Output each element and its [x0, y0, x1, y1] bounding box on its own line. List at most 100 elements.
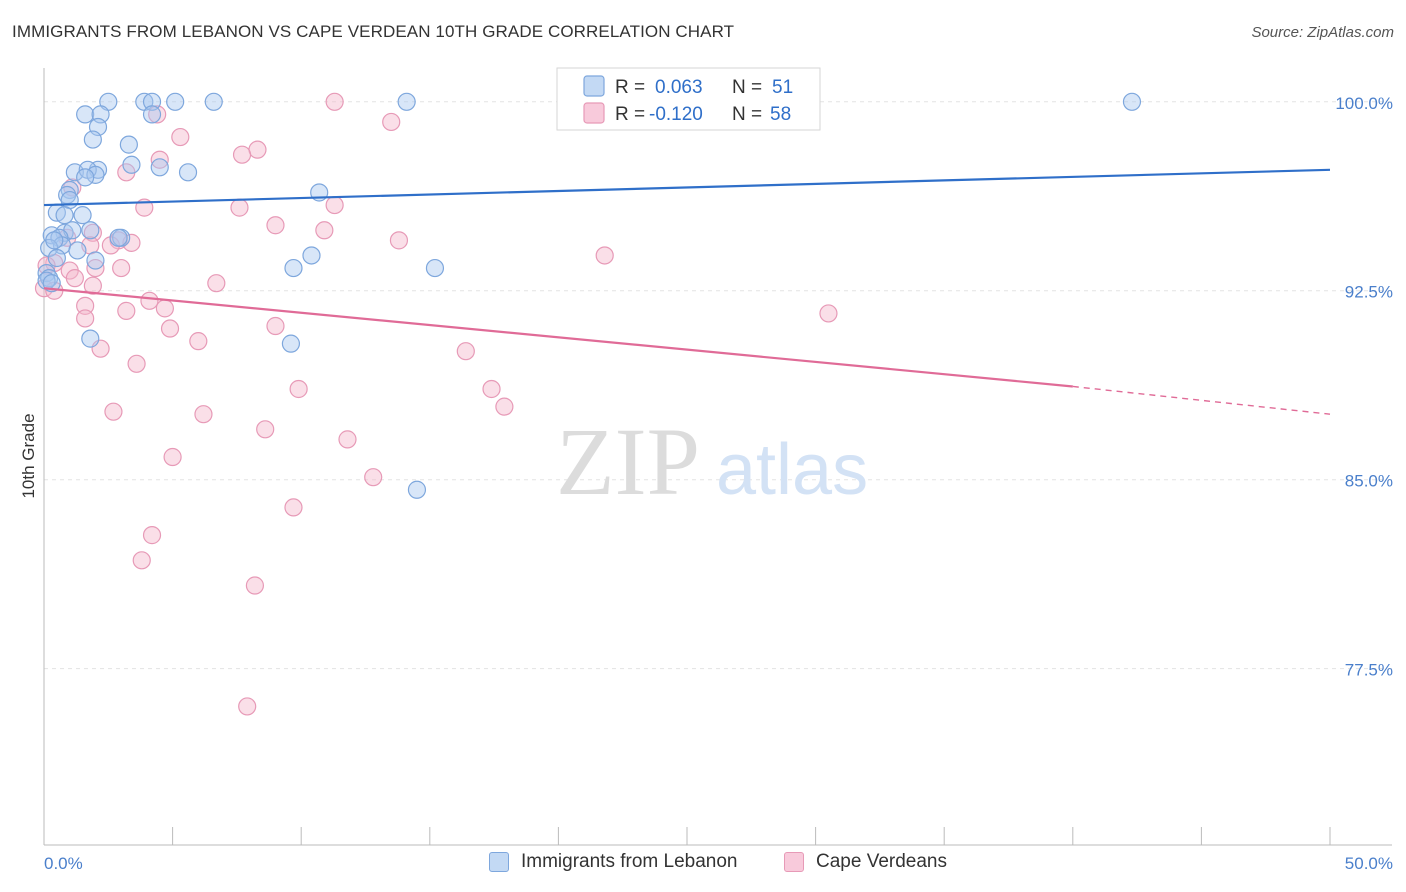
cape-verdean-point [207, 274, 226, 293]
cape-verdean-point [284, 498, 303, 517]
cape-verdean-point [140, 291, 159, 310]
lebanon-points [37, 92, 1142, 499]
legend-swatch-pink [784, 852, 804, 872]
cape-verdean-point [389, 231, 409, 250]
legend-swatch-lebanon [583, 75, 605, 97]
cape-verdean-point [163, 447, 182, 467]
lebanon-point [45, 231, 64, 250]
lebanon-point [281, 334, 301, 353]
lebanon-point [83, 130, 102, 149]
lebanon-point [55, 206, 74, 225]
lebanon-point [68, 241, 87, 260]
cape-verdean-point [117, 301, 136, 320]
cape-verdean-trend-extension [1072, 385, 1331, 415]
x-tick-label-max: 50.0% [1345, 854, 1393, 873]
cape-verdean-point [256, 420, 275, 439]
cape-verdean-point [482, 379, 501, 399]
lebanon-point [60, 180, 79, 200]
lebanon-point [42, 274, 61, 293]
cape-verdean-point [248, 140, 267, 159]
lebanon-point [60, 190, 79, 210]
y-tick-label: 100.0% [1335, 94, 1393, 113]
legend-r-label-2: R = [615, 104, 645, 125]
legend-n-value-1: 51 [772, 77, 793, 98]
lebanon-point [150, 158, 169, 177]
cape-verdean-point [325, 92, 344, 111]
legend-r-label-1: R = [615, 77, 645, 98]
cape-verdean-point [230, 198, 249, 217]
lebanon-point [119, 135, 138, 154]
cape-verdean-point [289, 379, 308, 399]
legend-swatch-blue [489, 852, 509, 872]
lebanon-point [397, 92, 416, 111]
legend-box: R = 0.063 N = 51 R = -0.120 N = 58 [556, 67, 821, 131]
cape-verdean-point [171, 127, 190, 147]
watermark-zip: ZIP [556, 408, 700, 515]
cape-verdean-point [155, 299, 174, 318]
cape-verdean-point [112, 258, 131, 278]
cape-verdean-point [266, 316, 285, 336]
legend-n-label-1: N = [732, 77, 762, 98]
lebanon-point [204, 92, 223, 111]
cape-verdean-point [238, 697, 257, 716]
y-axis-label: 10th Grade [19, 413, 38, 498]
lebanon-point [81, 221, 100, 240]
cape-verdean-point [364, 468, 383, 487]
lebanon-point [76, 105, 95, 124]
lebanon-point [73, 206, 92, 225]
cape-verdean-point [83, 276, 102, 295]
cape-verdean-point [495, 397, 514, 416]
cape-verdean-point [232, 145, 252, 164]
lebanon-point [76, 168, 95, 187]
cape-verdean-point [325, 195, 344, 215]
lebanon-point [178, 163, 198, 182]
cape-verdean-point [76, 309, 95, 328]
cape-verdean-point [142, 526, 162, 545]
cape-verdean-point [132, 551, 151, 570]
x-tick-labels: 0.0% 50.0% [44, 854, 1393, 873]
cape-verdean-point [160, 319, 180, 338]
cape-verdean-point [245, 576, 265, 595]
legend-n-label-2: N = [732, 104, 762, 125]
lebanon-point [166, 92, 185, 111]
cape-verdean-point [189, 332, 208, 351]
cape-verdean-point [194, 405, 213, 424]
legend-item-cape-verdeans[interactable]: Cape Verdeans [784, 851, 947, 873]
lebanon-point [142, 105, 162, 124]
bottom-legend: Immigrants from Lebanon Cape Verdeans [0, 851, 1406, 879]
chart-title: IMMIGRANTS FROM LEBANON VS CAPE VERDEAN … [12, 22, 735, 41]
cape-verdean-point [150, 150, 169, 169]
watermark-atlas: atlas [716, 430, 868, 510]
cape-verdean-point [315, 221, 334, 240]
cape-verdean-trend-line [43, 287, 1073, 388]
lebanon-point [1122, 92, 1142, 111]
legend-label-cape-verdeans: Cape Verdeans [816, 851, 947, 872]
legend-swatch-cape-verdeans [583, 102, 605, 124]
lebanon-point [47, 248, 66, 268]
lebanon-point [86, 251, 105, 270]
legend-item-lebanon[interactable]: Immigrants from Lebanon [489, 851, 738, 873]
trend-lines [43, 168, 1331, 415]
lebanon-point [302, 246, 321, 265]
cape-verdean-point [65, 269, 84, 288]
cape-verdean-point [266, 216, 285, 235]
cape-verdean-point [101, 236, 120, 255]
cape-verdean-point [104, 402, 123, 421]
legend-r-value-1: 0.063 [655, 77, 703, 98]
lebanon-point [81, 329, 100, 348]
axes [43, 68, 1392, 846]
cape-verdean-point [127, 354, 146, 373]
y-tick-label: 85.0% [1345, 472, 1393, 491]
legend-n-value-2: 58 [770, 104, 791, 125]
legend-r-value-2: -0.120 [649, 104, 703, 125]
cape-verdean-point [456, 342, 475, 361]
cape-verdean-point [338, 430, 357, 449]
lebanon-point [122, 155, 141, 174]
lebanon-point [37, 264, 56, 283]
lebanon-point [109, 228, 128, 247]
cape-verdean-point [76, 296, 95, 315]
lebanon-point [142, 92, 162, 111]
cape-verdean-point [382, 112, 401, 132]
y-tick-label: 92.5% [1345, 283, 1393, 302]
